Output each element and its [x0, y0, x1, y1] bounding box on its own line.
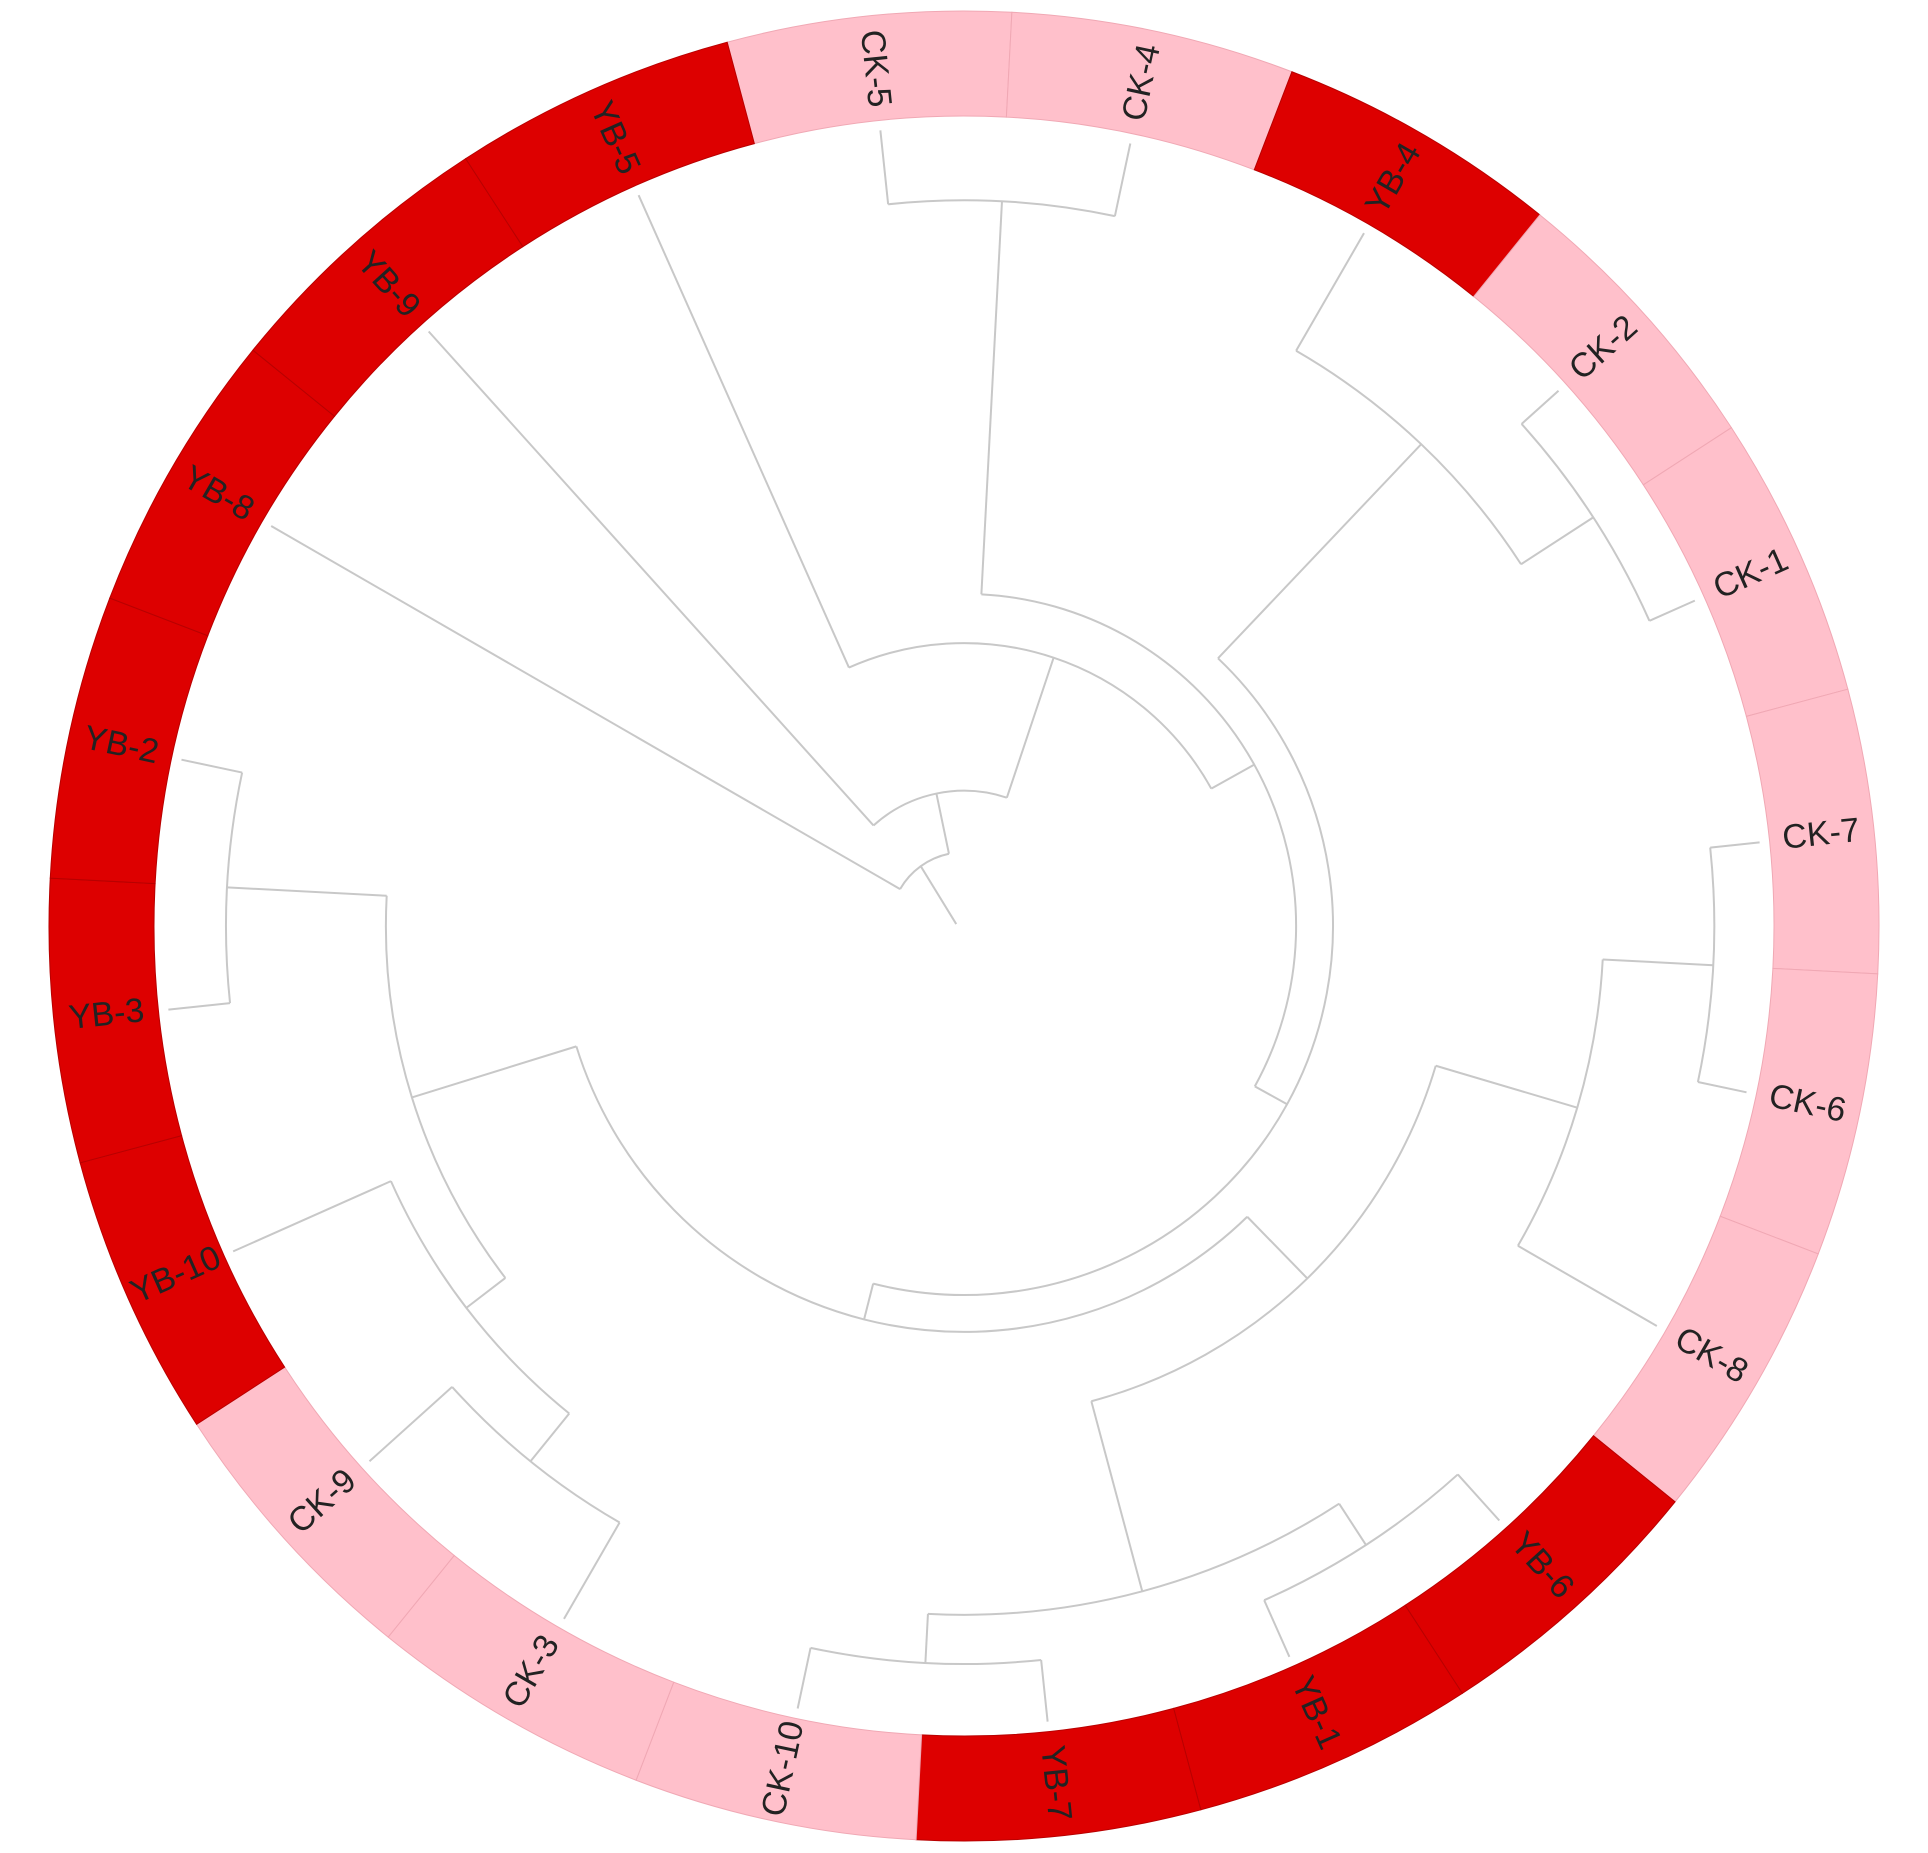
branch-line: [1295, 232, 1365, 352]
branch-line: [1520, 389, 1560, 425]
branch-line: [232, 1180, 392, 1253]
branch-line: [1263, 1599, 1291, 1658]
branches: [168, 130, 1760, 1722]
branch-line: [924, 1613, 929, 1664]
branch-line: [1113, 143, 1132, 217]
branch-line: [270, 525, 901, 890]
branch-line: [1697, 1081, 1747, 1094]
branch-line: [1246, 1216, 1309, 1280]
branch-line: [1517, 1244, 1658, 1327]
branch-line: [637, 194, 850, 668]
branch-line: [181, 758, 243, 774]
branch-line: [563, 1522, 621, 1620]
branch-arc: [848, 642, 1213, 790]
branch-line: [226, 886, 387, 897]
branch-line: [1649, 599, 1696, 622]
branch-line: [1457, 1473, 1501, 1522]
branch-arc: [981, 593, 1298, 1087]
branch-line: [1435, 1064, 1578, 1109]
branch-line: [1040, 1659, 1049, 1722]
root-line: [919, 865, 958, 925]
branch-arc: [451, 1386, 621, 1524]
branch-line: [368, 1386, 453, 1463]
leaf-label: CK-5: [853, 28, 899, 109]
branch-line: [935, 793, 950, 854]
branch-line: [427, 330, 875, 827]
leaf-label: CK-7: [1781, 811, 1862, 857]
leaf-label: YB-3: [67, 991, 146, 1037]
leaf-label: YB-7: [1033, 1743, 1079, 1822]
branch-line: [411, 1045, 577, 1099]
branch-line: [465, 1277, 506, 1309]
branch-line: [529, 1412, 571, 1462]
branch-line: [168, 1002, 231, 1011]
branch-line: [879, 130, 890, 205]
branch-line: [863, 1283, 875, 1320]
branch-line: [1090, 1400, 1144, 1592]
branch-arc: [872, 657, 1334, 1296]
branch-line: [1710, 841, 1760, 849]
branch-line: [1602, 958, 1714, 967]
branch-line: [980, 201, 1003, 595]
branch-line: [1520, 516, 1594, 566]
branch-arc: [927, 1502, 1340, 1616]
branch-line: [1217, 443, 1422, 660]
ring: [48, 10, 1880, 1842]
branch-line: [796, 1647, 812, 1709]
branch-line: [1005, 657, 1055, 798]
branch-line: [1338, 1503, 1367, 1546]
branch-arc: [575, 1046, 1248, 1333]
leaf-segment: [464, 41, 755, 248]
branch-line: [1210, 763, 1255, 790]
branch-line: [1254, 1085, 1288, 1106]
branch-arc: [1091, 1065, 1437, 1403]
